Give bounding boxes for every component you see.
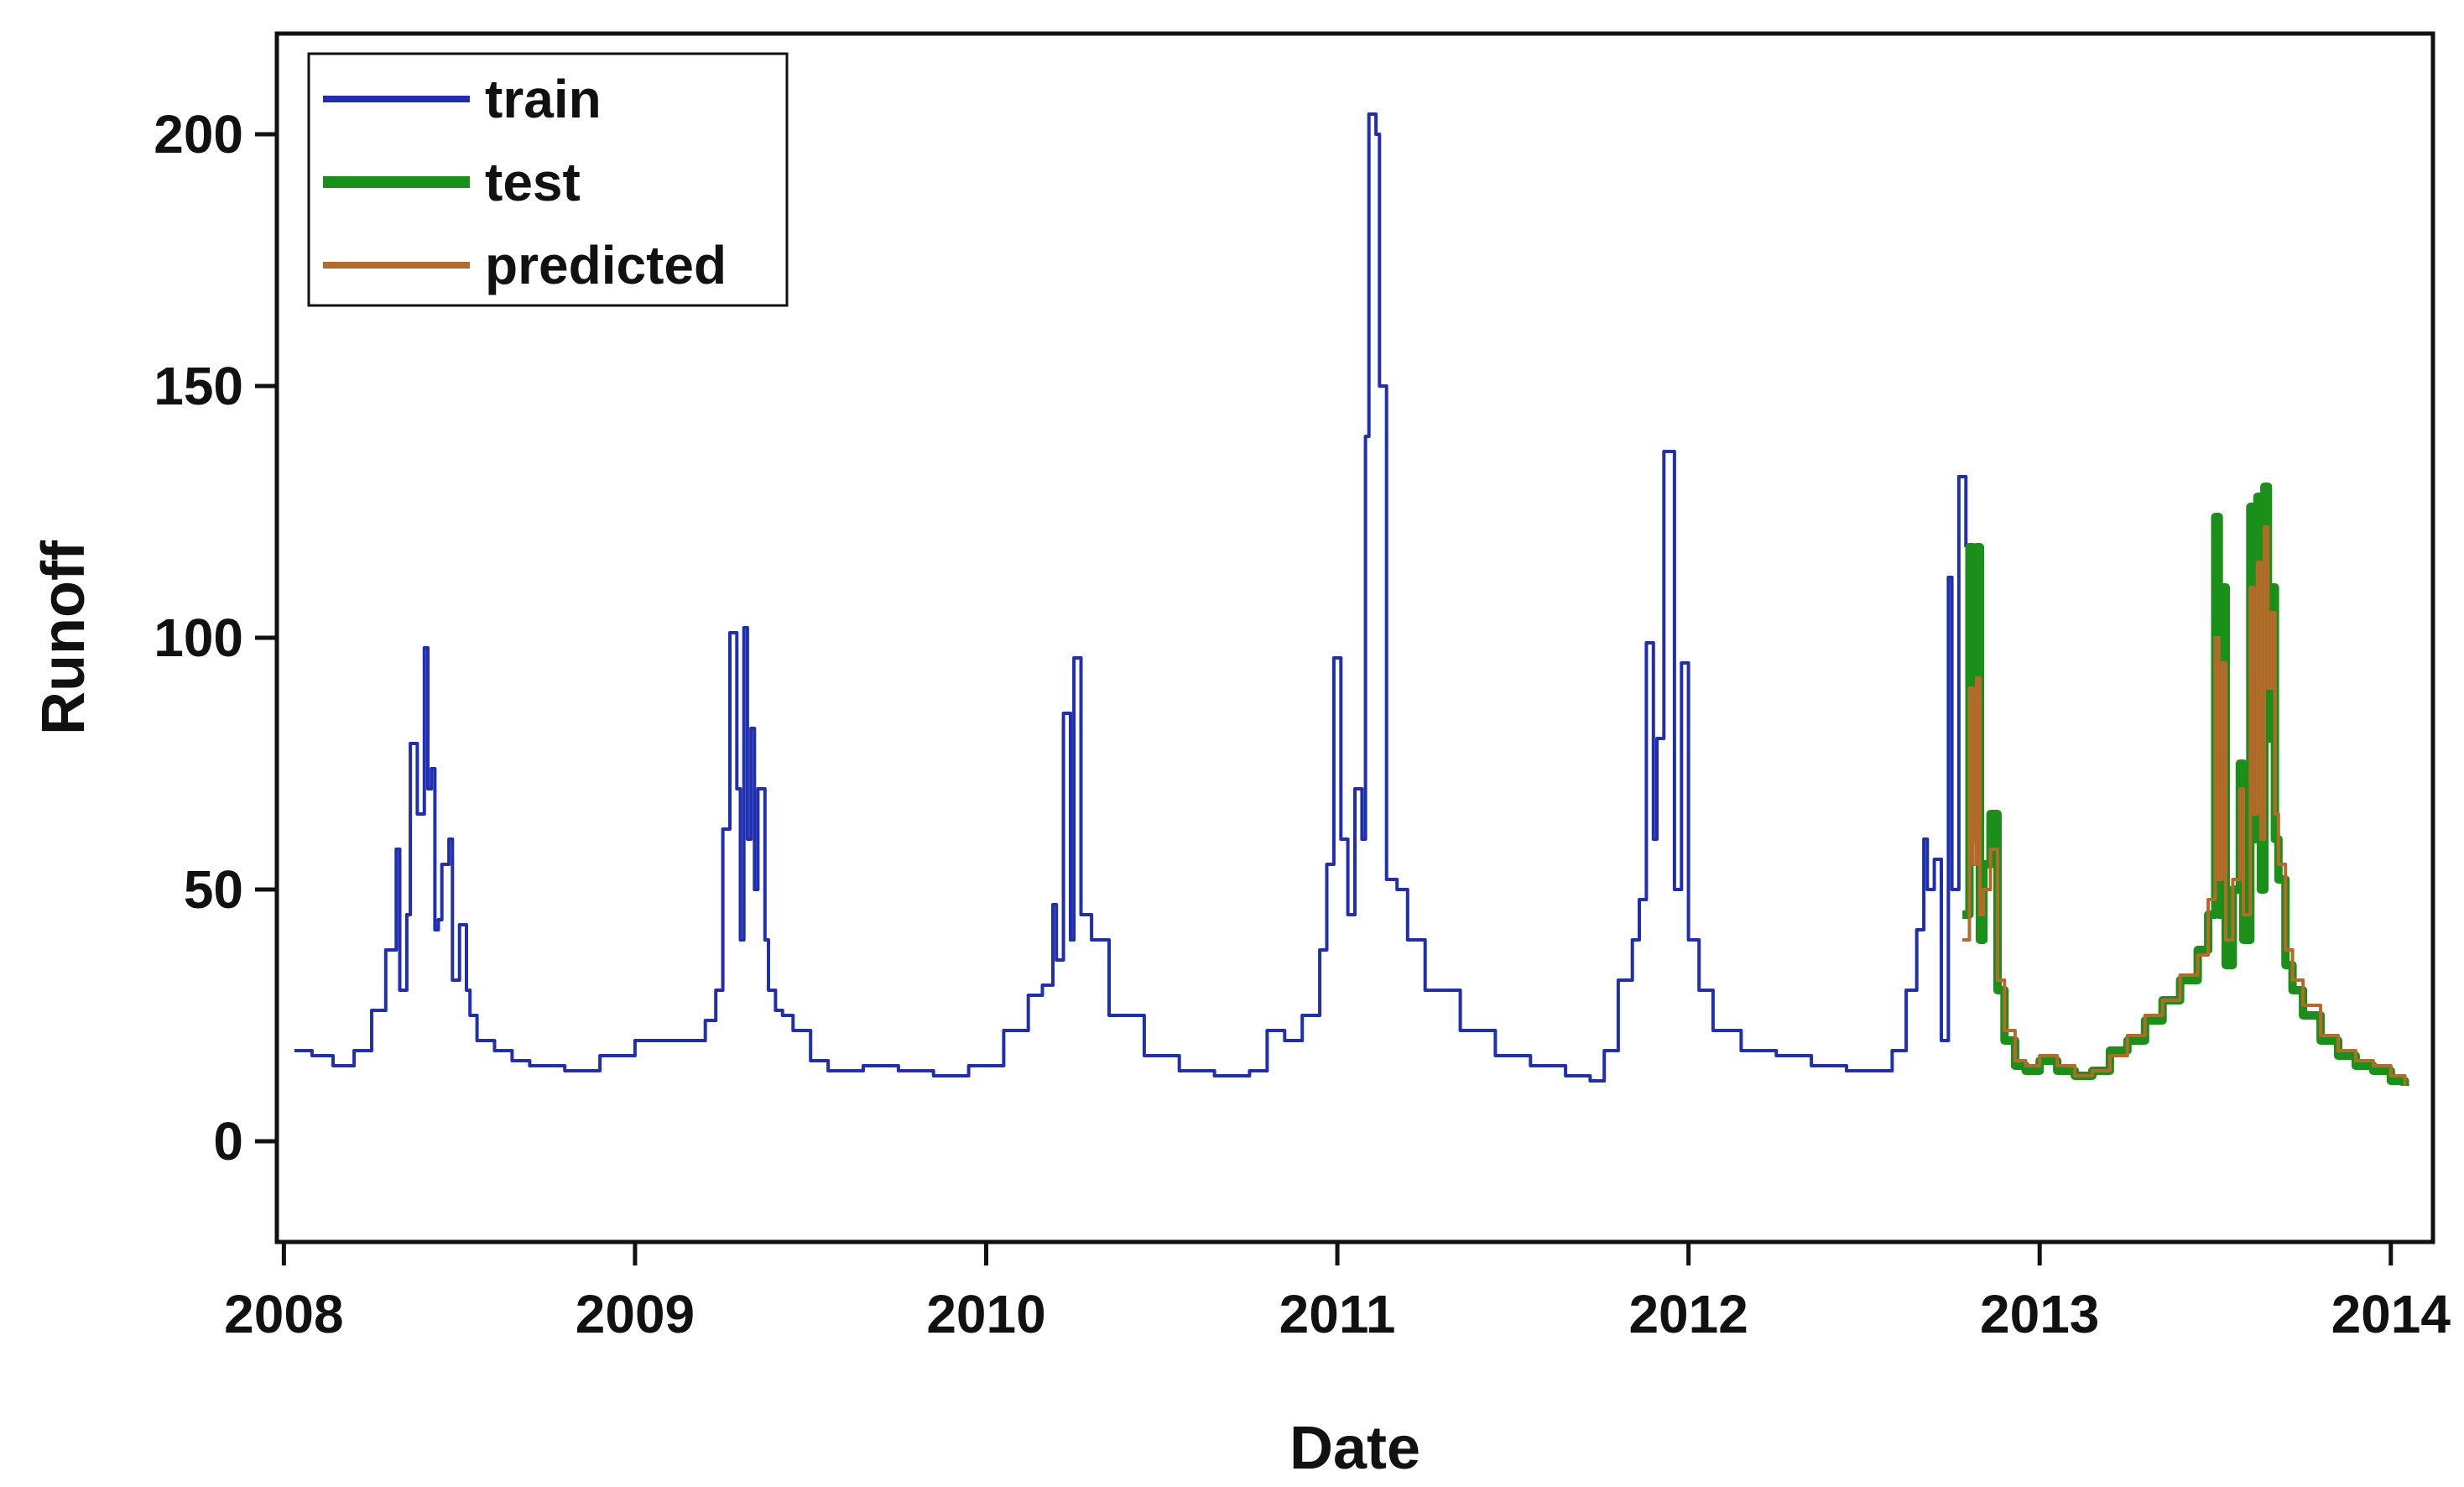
y-axis-title: Runoff — [30, 540, 97, 735]
y-tick-label: 50 — [184, 859, 243, 920]
x-tick-label: 2012 — [1628, 1284, 1748, 1344]
x-tick-label: 2008 — [224, 1284, 343, 1344]
y-tick-label: 100 — [154, 608, 243, 668]
x-tick-label: 2014 — [2331, 1284, 2451, 1344]
series-line-train — [294, 112, 1968, 1083]
legend-label-test: test — [485, 152, 581, 212]
x-axis-ticks: 2008 2009 2010 2011 2012 2013 2014 — [224, 1242, 2451, 1344]
x-axis-title: Date — [1289, 1415, 1420, 1482]
legend-label-predicted: predicted — [485, 235, 727, 295]
y-axis-ticks: 0 50 100 150 200 — [154, 104, 277, 1171]
series-line-predicted — [1962, 525, 2407, 1086]
y-tick-label: 200 — [154, 104, 243, 164]
x-tick-label: 2011 — [1279, 1284, 1396, 1344]
legend: train test predicted — [307, 52, 789, 307]
x-tick-label: 2009 — [576, 1284, 695, 1344]
x-tick-label: 2010 — [926, 1284, 1045, 1344]
y-tick-label: 0 — [213, 1111, 243, 1171]
x-tick-label: 2013 — [1980, 1284, 2099, 1344]
series-layer — [294, 112, 2409, 1086]
legend-label-train: train — [485, 69, 602, 129]
y-tick-label: 150 — [154, 356, 243, 416]
